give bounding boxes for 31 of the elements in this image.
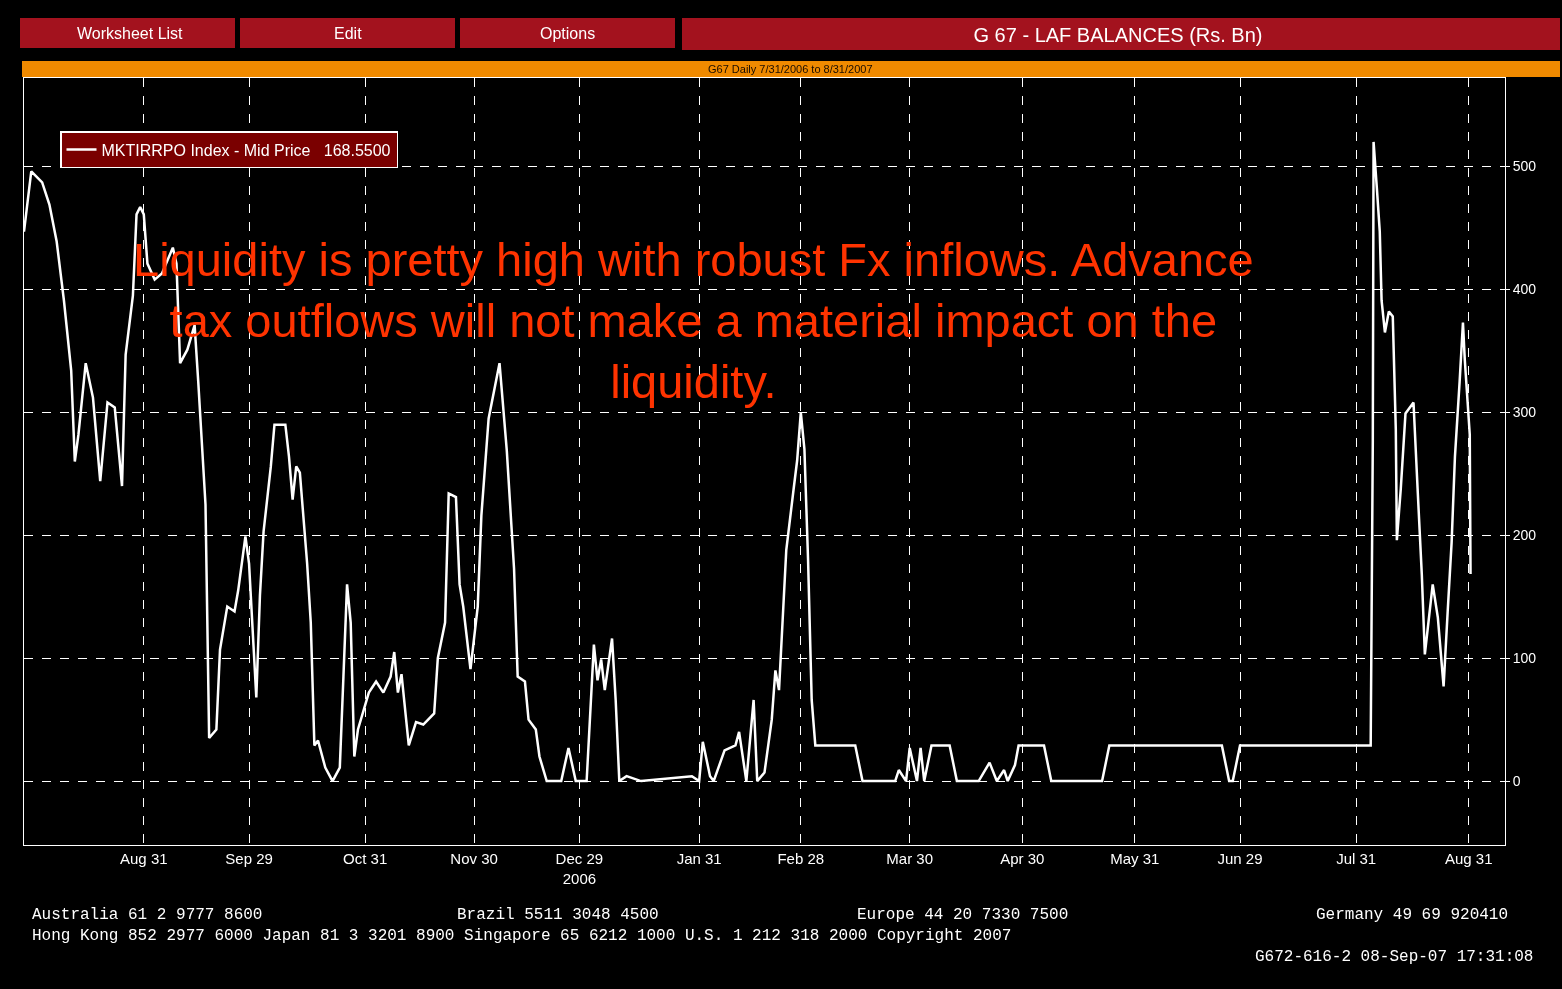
text: Hong Kong 852 2977 6000 Japan 81 3 3201 8900 Singapore 65 6212 1000 U.S. 1 212 318 2000 Copyright 2007 bbox=[32, 927, 1012, 945]
x-tick-label: Feb 28 bbox=[777, 850, 825, 867]
x-tick-label: Jun 29 bbox=[1217, 850, 1263, 867]
text: Worksheet List bbox=[77, 25, 184, 42]
y-tick-label: 200 bbox=[1512, 527, 1537, 544]
x-tick-label: Apr 30 bbox=[1000, 850, 1045, 867]
y-tick-label: 300 bbox=[1512, 404, 1537, 421]
x-tick-label: Dec 29 2006 bbox=[555, 850, 604, 887]
text: Options bbox=[540, 25, 596, 42]
y-tick-label: 100 bbox=[1512, 650, 1537, 667]
y-tick-label: 0 bbox=[1512, 772, 1521, 789]
x-tick-label: Aug 31 bbox=[120, 850, 168, 867]
x-tick-label: Oct 31 bbox=[343, 850, 388, 867]
x-tick-label: Jul 31 bbox=[1336, 850, 1377, 867]
y-tick-label: 500 bbox=[1512, 158, 1537, 175]
y-tick-label: 400 bbox=[1512, 281, 1537, 298]
text: Australia 61 2 9777 8600 bbox=[32, 906, 263, 924]
text: Brazil 5511 3048 4500 bbox=[457, 906, 659, 924]
x-tick-label: Jan 31 bbox=[676, 850, 722, 867]
x-tick-label: May 31 bbox=[1110, 850, 1160, 867]
text: Germany 49 69 920410 bbox=[1316, 906, 1509, 924]
x-tick-label: Nov 30 bbox=[450, 850, 498, 867]
text: Europe 44 20 7330 7500 bbox=[857, 906, 1069, 924]
chart-title: G 67 - LAF BALANCES (Rs. Bn) bbox=[973, 24, 1263, 46]
x-tick-label: Aug 31 bbox=[1444, 850, 1493, 867]
legend-label: MKTIRRPO Index - Mid Price 168.5500 bbox=[101, 141, 391, 159]
text: Edit bbox=[334, 25, 363, 42]
text: G672-616-2 08-Sep-07 17:31:08 bbox=[1255, 948, 1534, 966]
x-tick-label: Mar 30 bbox=[886, 850, 934, 867]
x-tick-label: Sep 29 bbox=[225, 850, 273, 867]
chart-subtitle: G67 Daily 7/31/2006 to 8/31/2007 bbox=[708, 63, 873, 75]
